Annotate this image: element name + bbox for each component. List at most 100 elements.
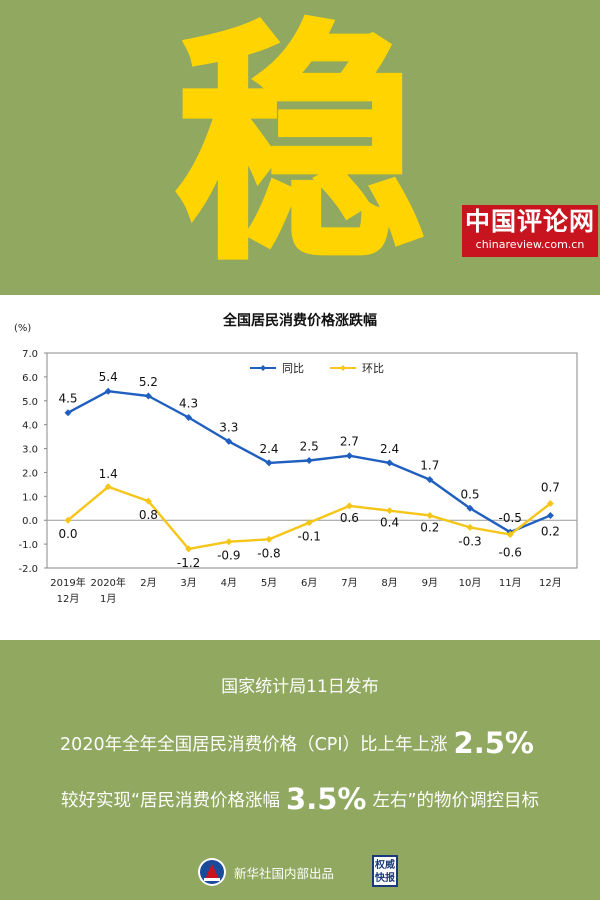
x-tick-label: 8月 — [381, 577, 397, 589]
data-label: 2.4 — [259, 442, 278, 456]
data-point — [225, 437, 233, 445]
data-label: -0.6 — [498, 546, 521, 560]
hero-character: 稳 — [173, 1, 428, 292]
release-note: 国家统计局11日发布 — [221, 677, 379, 697]
data-point — [386, 507, 394, 515]
x-tick-label: 2019年 12月 — [50, 576, 85, 605]
y-tick-label: 6.0 — [22, 373, 38, 384]
data-label: -0.8 — [257, 546, 280, 560]
watermark-url: chinareview.com.cn — [475, 238, 585, 251]
x-tick-label: 6月 — [301, 577, 317, 589]
data-label: 0.5 — [460, 487, 479, 501]
cpi-target-value: 3.5% — [286, 782, 367, 816]
data-label: -0.5 — [498, 511, 521, 525]
x-tick-label: 3月 — [180, 577, 196, 589]
info-section: 国家统计局11日发布 2020年全年全国居民消费价格（CPI）比上年上涨 2.5%… — [0, 640, 600, 900]
data-label: 0.2 — [541, 524, 560, 538]
legend-label-2: 环比 — [362, 362, 384, 375]
data-point — [466, 523, 474, 531]
chart-title: 全国居民消费价格涨跌幅 — [222, 312, 377, 329]
data-point — [305, 519, 313, 527]
cpi-target-text-post: 左右”的物价调控目标 — [372, 791, 540, 811]
y-tick-label: -1.0 — [18, 540, 38, 551]
x-tick-label: 11月 — [499, 577, 522, 589]
legend-marker-2 — [340, 365, 346, 371]
watermark-name: 中国评论网 — [464, 207, 595, 236]
cpi-line-chart: 全国居民消费价格涨跌幅 (%) 7.0 6.0 5.0 4.0 3.0 2.0 1.0 0.0 -1… — [14, 312, 578, 605]
data-label: 0.6 — [340, 511, 359, 525]
x-tick-label: 4月 — [221, 577, 237, 589]
x-tick-label: 9月 — [422, 577, 438, 589]
data-label: 3.3 — [219, 420, 238, 434]
data-label: 0.8 — [139, 508, 158, 522]
data-label: 1.7 — [420, 459, 439, 473]
x-tick-label: 10月 — [459, 577, 482, 589]
xinhua-logo-icon — [198, 858, 226, 886]
y-tick-label: 2.0 — [22, 468, 38, 479]
data-point — [104, 387, 112, 395]
data-label: -1.2 — [177, 556, 200, 570]
authority-seal: 权威快报 — [372, 855, 398, 887]
data-label: 5.2 — [139, 375, 158, 389]
data-label: 2.4 — [380, 442, 399, 456]
data-point — [506, 531, 514, 539]
data-point — [185, 414, 193, 421]
footer-credit: 新华社国内部出品 — [234, 866, 335, 881]
data-point — [104, 483, 112, 491]
y-tick-label: 4.0 — [22, 421, 38, 432]
data-point — [64, 409, 72, 417]
hero-banner: 稳 — [0, 0, 600, 295]
legend-marker-1 — [260, 365, 266, 371]
x-tick-label: 5月 — [261, 577, 277, 589]
data-point — [426, 511, 434, 519]
data-point — [144, 392, 152, 400]
data-point — [386, 459, 394, 467]
data-label: 1.4 — [99, 467, 118, 481]
cpi-annual-statement: 2020年全年全国居民消费价格（CPI）比上年上涨 2.5% — [0, 726, 600, 760]
data-point — [426, 476, 434, 484]
x-tick-label: 12月 — [539, 577, 562, 589]
data-label: 0.4 — [380, 516, 399, 530]
data-point — [345, 452, 353, 460]
data-point — [225, 538, 233, 546]
y-axis-unit: (%) — [14, 323, 31, 334]
x-tick-label: 2020年 1月 — [90, 576, 125, 605]
data-label: 0.0 — [58, 527, 77, 541]
cpi-annual-text: 2020年全年全国居民消费价格（CPI）比上年上涨 — [60, 735, 448, 755]
data-point — [265, 459, 273, 467]
x-tick-label: 2月 — [140, 577, 156, 589]
data-label: -0.1 — [297, 530, 320, 544]
footer: 新华社国内部出品 权威快报 — [0, 845, 600, 900]
plot-frame — [46, 352, 578, 569]
cpi-target-text-pre: 较好实现“居民消费价格涨幅 — [60, 791, 281, 811]
data-point — [64, 516, 72, 524]
data-label: 5.4 — [99, 370, 118, 384]
data-label: -0.9 — [217, 549, 240, 563]
data-label: 4.5 — [58, 392, 77, 406]
cpi-target-statement: 较好实现“居民消费价格涨幅 3.5% 左右”的物价调控目标 — [0, 782, 600, 816]
data-point — [345, 502, 353, 510]
data-point — [185, 545, 193, 553]
data-label: -0.3 — [458, 534, 481, 548]
data-label: 2.7 — [340, 435, 359, 449]
data-label: 0.7 — [541, 481, 560, 495]
y-tick-label: -2.0 — [18, 564, 38, 575]
chart-panel: 全国居民消费价格涨跌幅 (%) 7.0 6.0 5.0 4.0 3.0 2.0 1.0 0.0 -1… — [0, 295, 600, 640]
data-point — [466, 504, 474, 512]
data-point — [265, 535, 273, 543]
y-tick-label: 7.0 — [22, 349, 38, 360]
cpi-annual-value: 2.5% — [453, 726, 534, 760]
data-point — [305, 457, 313, 464]
data-point — [144, 497, 152, 505]
data-point — [546, 500, 554, 507]
y-tick-label: 1.0 — [22, 492, 38, 503]
data-point — [546, 511, 554, 519]
y-tick-label: 5.0 — [22, 397, 38, 408]
watermark-logo: 中国评论网 chinareview.com.cn — [462, 205, 598, 257]
y-tick-label: 3.0 — [22, 445, 38, 456]
data-label: 4.3 — [179, 397, 198, 411]
legend-label-1: 同比 — [282, 362, 304, 375]
y-tick-label: 0.0 — [22, 516, 38, 527]
data-label: 2.5 — [300, 440, 319, 454]
x-tick-label: 7月 — [341, 577, 357, 589]
